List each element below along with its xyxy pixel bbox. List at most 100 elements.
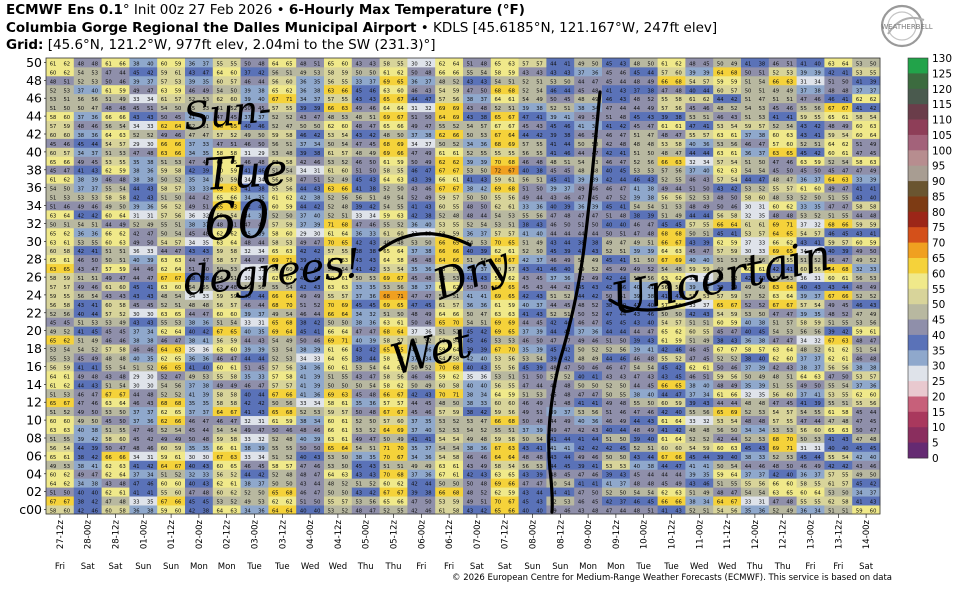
cell-value-label: 62 bbox=[63, 231, 70, 237]
heatmap-cell bbox=[546, 326, 575, 336]
colorbar-swatch bbox=[908, 427, 928, 443]
heatmap-cell bbox=[602, 370, 631, 381]
cell-value-label: 54 bbox=[870, 348, 877, 354]
cell-value-label: 48 bbox=[50, 79, 57, 85]
heatmap-cell bbox=[101, 424, 130, 434]
heatmap-cell bbox=[407, 442, 436, 452]
cell-value-label: 49 bbox=[606, 240, 613, 246]
heatmap-cell bbox=[824, 218, 853, 229]
cell-value-label: 46 bbox=[147, 482, 154, 488]
cell-value-label: 41 bbox=[355, 267, 362, 273]
heatmap-cell bbox=[713, 174, 742, 184]
heatmap-cell bbox=[713, 308, 742, 318]
cell-value-label: 53 bbox=[786, 455, 793, 461]
cell-value-label: 33 bbox=[244, 437, 251, 443]
cell-value-label: 45 bbox=[772, 106, 779, 112]
cell-value-label: 50 bbox=[759, 312, 766, 318]
cell-value-label: 45 bbox=[772, 169, 779, 175]
cell-value-label: 53 bbox=[745, 312, 752, 318]
cell-value-label: 65 bbox=[397, 348, 404, 354]
heatmap-cell bbox=[490, 66, 519, 77]
heatmap-cell bbox=[46, 335, 75, 345]
model-name: ECMWF Ens 0.1 bbox=[6, 2, 123, 18]
cell-value-label: 40 bbox=[244, 294, 251, 300]
heatmap-cell bbox=[824, 272, 853, 282]
cell-value-label: 46 bbox=[63, 142, 70, 148]
cell-value-label: 44 bbox=[133, 187, 140, 193]
heatmap-cell bbox=[685, 469, 714, 479]
cell-value-label: 38 bbox=[592, 240, 599, 246]
cell-value-label: 52 bbox=[772, 509, 779, 515]
heatmap-cell bbox=[212, 469, 241, 479]
cell-value-label: 41 bbox=[77, 169, 84, 175]
cell-value-label: 43 bbox=[870, 303, 877, 309]
cell-value-label: 47 bbox=[355, 222, 362, 228]
cell-value-label: 50 bbox=[272, 428, 279, 434]
cell-value-label: 56 bbox=[105, 124, 112, 130]
cell-value-label: 50 bbox=[606, 231, 613, 237]
cell-value-label: 54 bbox=[647, 491, 654, 497]
heatmap-cell bbox=[518, 201, 547, 211]
cell-value-label: 56 bbox=[647, 276, 654, 282]
cell-value-label: 66 bbox=[453, 258, 460, 264]
heatmap-cell bbox=[602, 263, 631, 273]
heatmap-cell bbox=[46, 487, 75, 497]
cell-value-label: 49 bbox=[731, 61, 738, 67]
cell-value-label: 61 bbox=[63, 258, 70, 264]
cell-value-label: 44 bbox=[536, 196, 543, 202]
heatmap-cell bbox=[629, 129, 658, 139]
cell-value-label: 69 bbox=[341, 303, 348, 309]
cell-value-label: 52 bbox=[647, 97, 654, 103]
heatmap-cell bbox=[212, 460, 241, 470]
heatmap-cell bbox=[435, 496, 464, 506]
heatmap-cell bbox=[685, 254, 714, 265]
heatmap-cell bbox=[240, 487, 269, 497]
cell-value-label: 38 bbox=[467, 97, 474, 103]
cell-value-label: 61 bbox=[230, 482, 237, 488]
cell-value-label: 58 bbox=[439, 267, 446, 273]
heatmap-cell bbox=[463, 272, 492, 282]
cell-value-label: 45 bbox=[689, 249, 696, 255]
cell-value-label: 59 bbox=[508, 392, 515, 398]
cell-value-label: 67 bbox=[119, 392, 126, 398]
cell-value-label: 60 bbox=[119, 437, 126, 443]
heatmap-cell bbox=[852, 299, 881, 309]
heatmap-cell bbox=[768, 379, 797, 390]
heatmap-cell bbox=[101, 227, 130, 238]
cell-value-label: 40 bbox=[189, 482, 196, 488]
heatmap-cell bbox=[240, 281, 269, 291]
cell-value-label: 33 bbox=[314, 357, 321, 363]
cell-value-label: 40 bbox=[77, 428, 84, 434]
heatmap-cell bbox=[324, 317, 353, 327]
heatmap-cell bbox=[212, 326, 241, 336]
cell-value-label: 64 bbox=[494, 392, 501, 398]
x-day-label: Sat bbox=[81, 562, 96, 572]
cell-value-label: 52 bbox=[161, 428, 168, 434]
cell-value-label: 49 bbox=[300, 240, 307, 246]
cell-value-label: 51 bbox=[161, 196, 168, 202]
cell-value-label: 69 bbox=[494, 482, 501, 488]
cell-value-label: 48 bbox=[105, 357, 112, 363]
cell-value-label: 56 bbox=[286, 401, 293, 407]
cell-value-label: 51 bbox=[606, 115, 613, 121]
x-day-label: Tue bbox=[635, 562, 651, 572]
cell-value-label: 40 bbox=[147, 61, 154, 67]
cell-value-label: 36 bbox=[369, 401, 376, 407]
cell-value-label: 47 bbox=[856, 169, 863, 175]
cell-value-label: 65 bbox=[272, 491, 279, 497]
cell-value-label: 38 bbox=[870, 365, 877, 371]
cell-value-label: 56 bbox=[341, 196, 348, 202]
cell-value-label: 65 bbox=[383, 500, 390, 506]
cell-value-label: 38 bbox=[189, 276, 196, 282]
cell-value-label: 48 bbox=[383, 133, 390, 139]
cell-value-label: 44 bbox=[189, 312, 196, 318]
cell-value-label: 44 bbox=[620, 428, 627, 434]
heatmap-cell bbox=[240, 75, 269, 86]
heatmap-cell bbox=[518, 370, 547, 381]
cell-value-label: 37 bbox=[703, 303, 710, 309]
cell-value-label: 39 bbox=[550, 187, 557, 193]
heatmap-cell bbox=[741, 433, 770, 443]
cell-value-label: 59 bbox=[675, 339, 682, 345]
heatmap-cell bbox=[852, 263, 881, 273]
heatmap-cell bbox=[296, 469, 325, 479]
